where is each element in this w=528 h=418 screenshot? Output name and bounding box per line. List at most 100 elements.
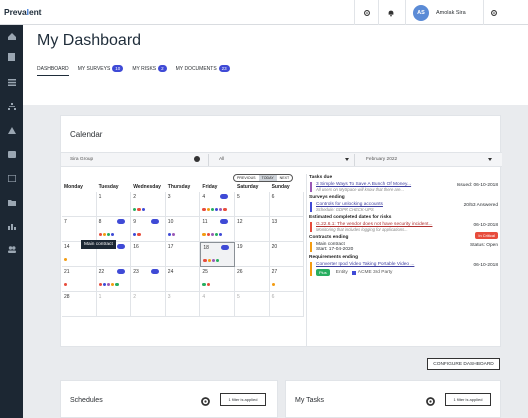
today-button[interactable]: TODAY — [258, 175, 277, 181]
event-count-pill[interactable] — [151, 219, 160, 224]
calendar-day-cell[interactable]: 12 — [235, 217, 270, 242]
settings-icon[interactable] — [354, 0, 378, 25]
checklist-icon[interactable] — [7, 174, 16, 182]
group-filter[interactable]: Sira Group — [70, 153, 200, 166]
event-dot[interactable] — [137, 233, 141, 237]
calendar-day-cell[interactable]: 18 — [200, 242, 235, 267]
calendar-day-cell[interactable]: 3 — [165, 292, 201, 317]
event-dot[interactable] — [202, 208, 206, 212]
calendar-day-cell[interactable]: 7 — [62, 217, 97, 242]
event-dot[interactable] — [133, 208, 137, 212]
calendar-day-cell[interactable]: 25 — [200, 267, 235, 292]
event-dot[interactable] — [102, 283, 106, 287]
event-dot[interactable] — [115, 283, 119, 287]
tab-my-risks[interactable]: MY RISKS 2 — [132, 65, 167, 76]
tab-dashboard[interactable]: DASHBOARD — [37, 66, 69, 76]
calendar-day-cell[interactable]: 26 — [235, 267, 270, 292]
event-count-pill[interactable] — [116, 269, 125, 274]
calendar-day-cell[interactable]: 22 — [96, 267, 132, 292]
calendar-day-cell[interactable]: 5 — [235, 292, 270, 317]
event-dot[interactable] — [206, 233, 210, 237]
event-count-pill[interactable] — [221, 245, 230, 250]
calendar-day-cell[interactable]: 5 — [235, 192, 270, 217]
calendar-day-cell[interactable]: 2 — [131, 292, 166, 317]
gear-icon[interactable] — [483, 0, 503, 25]
filter-button[interactable]: 1 filter is applied — [445, 393, 491, 406]
event-dot[interactable] — [215, 259, 220, 263]
tab-my-documents[interactable]: MY DOCUMENTS 23 — [176, 65, 230, 76]
event-dot[interactable] — [106, 233, 111, 237]
requirement-item[interactable]: Converter Ipod Video Taking Portable Vid… — [310, 262, 501, 276]
event-dot[interactable] — [106, 283, 111, 287]
calendar-day-cell[interactable]: 8 — [96, 217, 132, 242]
calendar-day-cell[interactable]: 16 — [131, 242, 166, 267]
event-count-pill[interactable] — [220, 194, 229, 199]
calendar-day-cell[interactable]: 4 — [200, 292, 235, 317]
event-count-pill[interactable] — [151, 269, 160, 274]
risk-item[interactable]: G.22.6.1: The vendor does not have secur… — [310, 222, 501, 239]
calendar-day-cell[interactable]: 19 — [235, 242, 270, 267]
calendar-day-cell[interactable]: 23 — [131, 267, 166, 292]
event-dot[interactable] — [202, 233, 206, 237]
filter-button[interactable]: 1 filter is applied — [220, 393, 266, 406]
event-dot[interactable] — [203, 259, 207, 263]
calendar-day-cell[interactable]: 11 — [200, 217, 235, 242]
task-item[interactable]: 3 Simple Ways To Save A Bunch Of Money..… — [310, 182, 501, 192]
calendar-day-cell[interactable]: 1 — [96, 192, 132, 217]
event-dot[interactable] — [141, 208, 145, 212]
tab-my-surveys[interactable]: MY SURVEYS 10 — [78, 65, 124, 76]
calendar-day-cell[interactable]: 17 — [165, 242, 201, 267]
event-dot[interactable] — [137, 208, 141, 212]
event-dot[interactable] — [207, 259, 211, 263]
user-menu[interactable]: AS Amolak Sira — [405, 0, 483, 25]
bar-chart-icon[interactable] — [7, 222, 16, 230]
type-filter[interactable]: All — [219, 153, 349, 166]
event-count-pill[interactable] — [116, 244, 125, 249]
document-icon[interactable] — [7, 53, 16, 61]
book-icon[interactable] — [7, 150, 16, 158]
previous-button[interactable]: PREVIOUS — [237, 176, 256, 180]
event-dot[interactable] — [206, 208, 210, 212]
calendar-day-cell[interactable]: 27 — [269, 267, 305, 292]
event-dot[interactable] — [111, 283, 115, 287]
calendar-day-cell[interactable]: 28 — [62, 292, 97, 317]
event-dot[interactable] — [98, 283, 102, 287]
event-count-pill[interactable] — [116, 219, 125, 224]
event-dot[interactable] — [271, 283, 275, 287]
event-dot[interactable] — [206, 283, 210, 287]
event-dot[interactable] — [171, 233, 176, 237]
clear-icon[interactable] — [194, 156, 200, 162]
gear-icon[interactable] — [200, 394, 211, 412]
event-dot[interactable] — [111, 233, 115, 237]
notifications-bell-icon[interactable] — [378, 0, 402, 25]
event-dot[interactable] — [211, 259, 215, 263]
event-count-pill[interactable] — [220, 219, 229, 224]
event-dot[interactable] — [214, 233, 219, 237]
folder-icon[interactable] — [7, 198, 16, 206]
gear-icon[interactable] — [425, 394, 436, 412]
event-dot[interactable] — [214, 208, 219, 212]
calendar-day-cell[interactable]: 10 — [165, 217, 201, 242]
event-dot[interactable] — [210, 208, 214, 212]
calendar-day-cell[interactable]: 6 — [269, 192, 305, 217]
calendar-day-cell[interactable]: 4 — [200, 192, 235, 217]
event-dot[interactable] — [64, 283, 68, 287]
month-filter[interactable]: February 2022 — [366, 153, 492, 166]
calendar-day-cell[interactable]: 2 — [131, 192, 166, 217]
next-button[interactable]: NEXT — [279, 176, 290, 180]
event-dot[interactable] — [219, 208, 223, 212]
calendar-day-cell[interactable]: 20 — [269, 242, 305, 267]
calendar-day-cell[interactable]: 13 — [269, 217, 305, 242]
event-dot[interactable] — [167, 233, 171, 237]
event-dot[interactable] — [223, 208, 227, 212]
contract-item[interactable]: Main contract Start: 17-04-2020 Status: … — [310, 242, 501, 252]
users-icon[interactable] — [7, 245, 16, 253]
calendar-day-cell[interactable]: 24 — [165, 267, 201, 292]
event-dot[interactable] — [202, 283, 206, 287]
event-dot[interactable] — [210, 233, 214, 237]
event-dot[interactable] — [64, 258, 68, 262]
event-dot[interactable] — [133, 233, 137, 237]
event-dot[interactable] — [98, 233, 102, 237]
calendar-day-cell[interactable]: 6 — [269, 292, 305, 317]
org-chart-icon[interactable] — [7, 102, 16, 110]
